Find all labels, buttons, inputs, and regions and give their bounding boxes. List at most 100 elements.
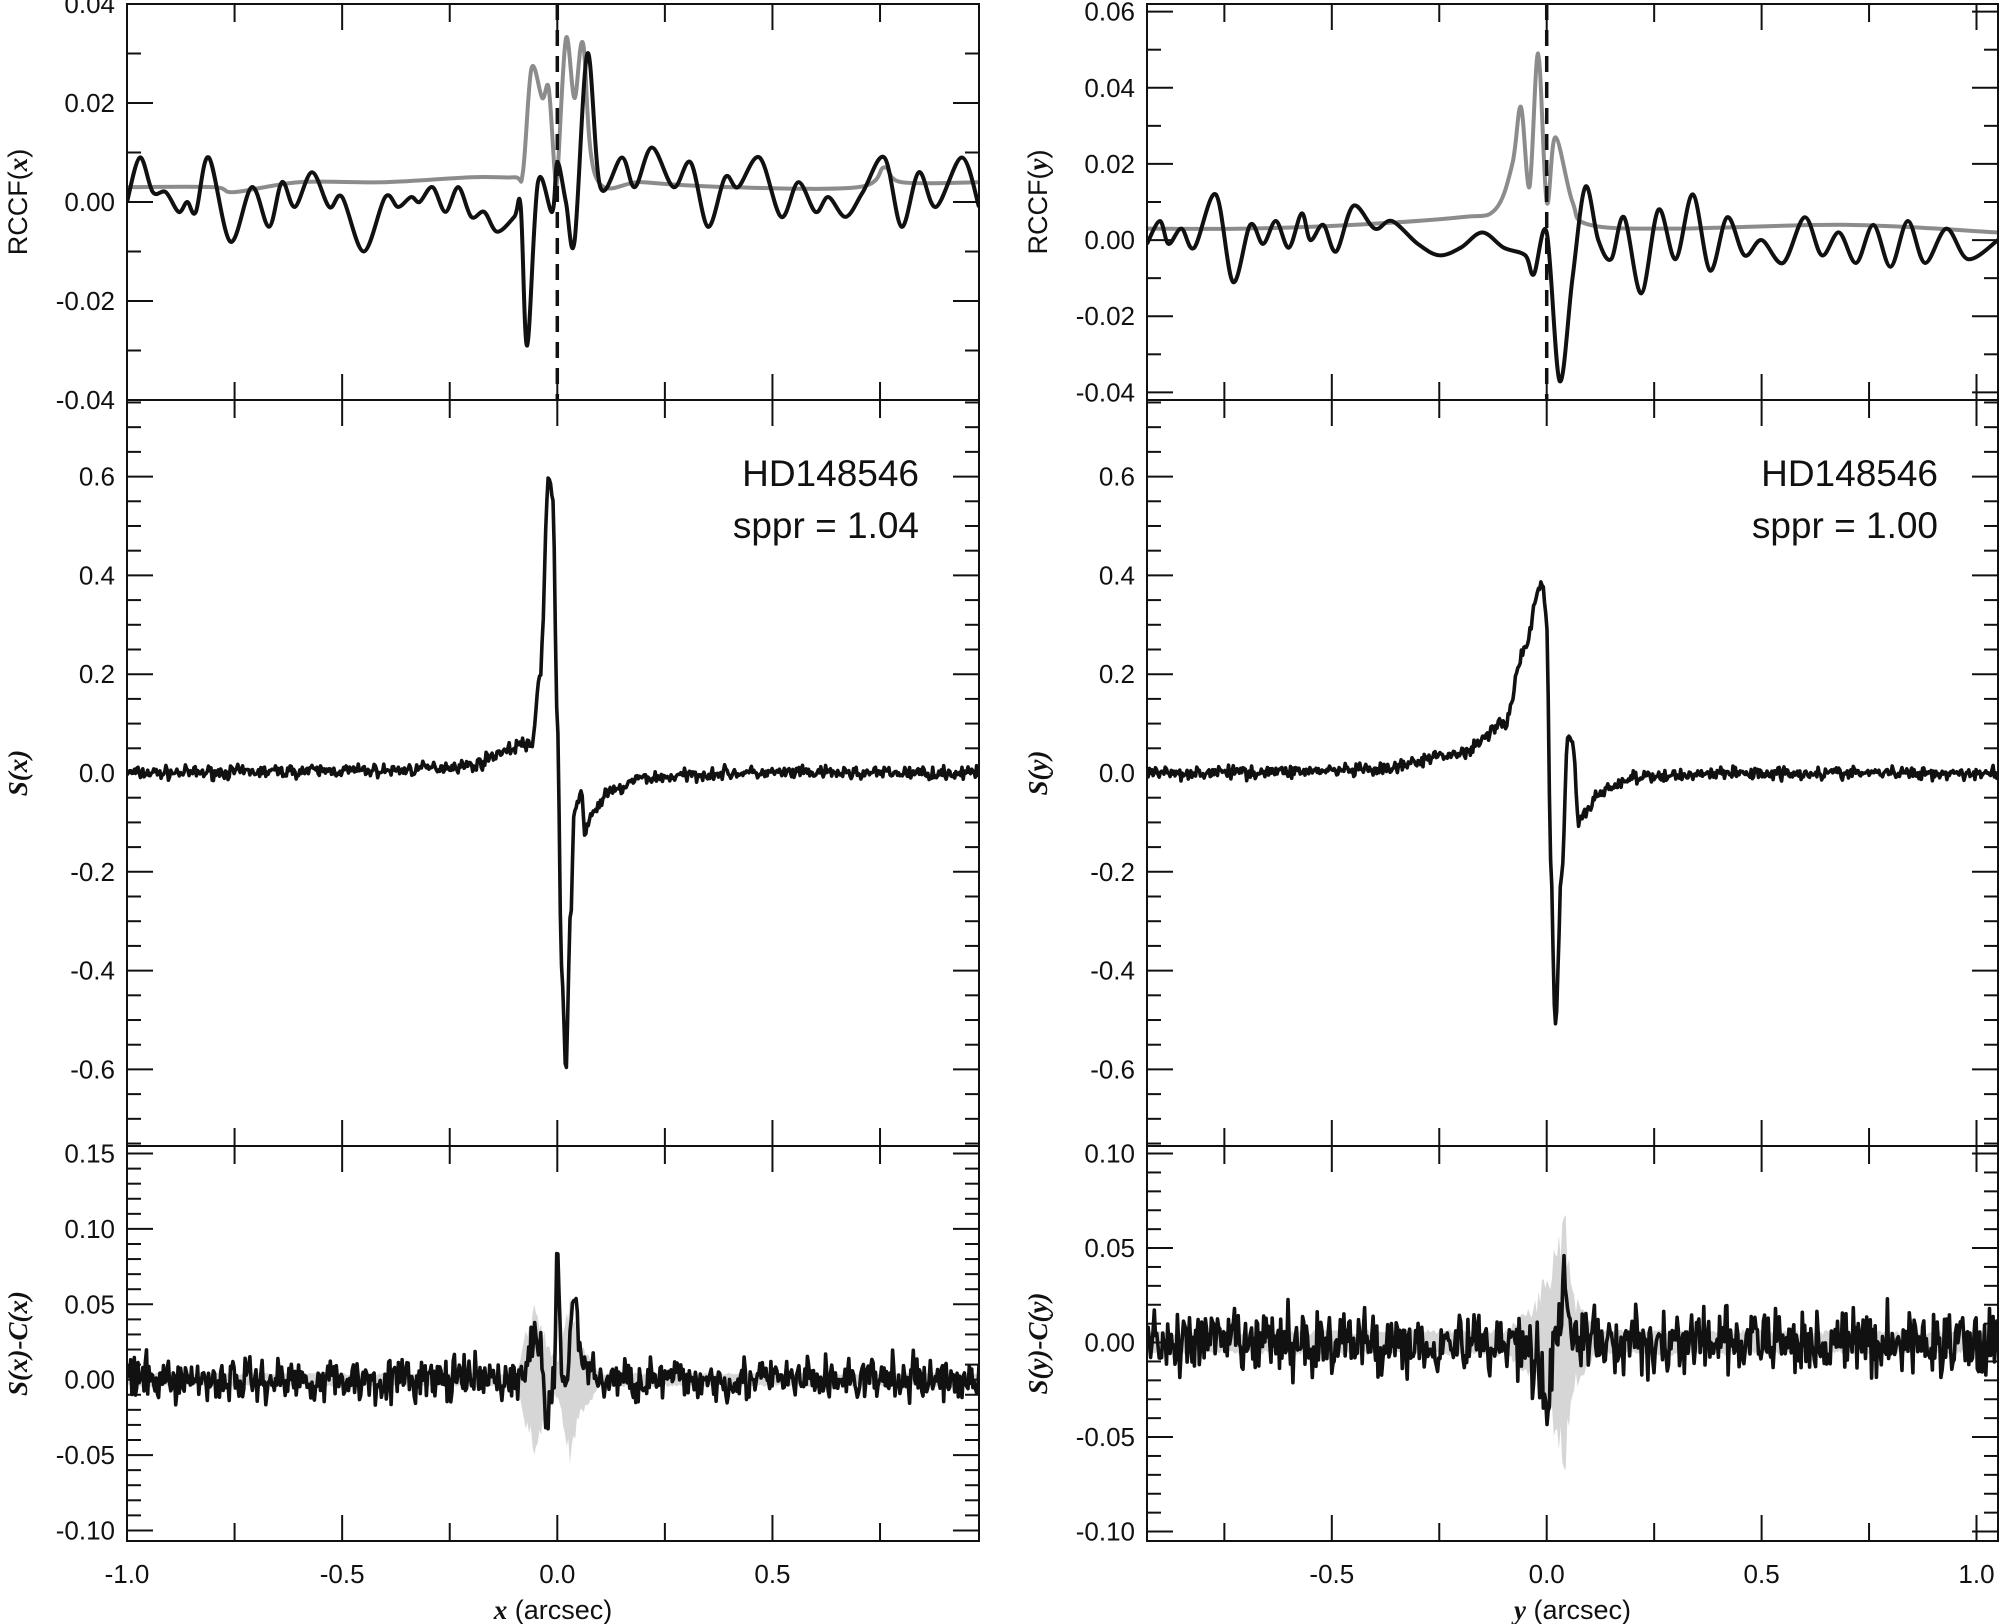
plot-area (1147, 1214, 1998, 1471)
y-axis-label-suffix: ) (3, 149, 33, 158)
y-axis-label-prefix: S( (1023, 1368, 1053, 1394)
y-tick-label: 0.4 (1099, 560, 1135, 590)
y-axis-label-prefix: S( (3, 770, 33, 796)
panel-rccf-x: 0.04 0.02 0.00 -0.02 -0.04 RCCF(x) (3, 0, 980, 415)
y-axis-label: S(x)-C(x) (3, 1291, 33, 1396)
panel-res-y: 0.10 0.05 0.00 -0.05 -0.10 -0.5 0.0 0.5 1.0 y (ar… (1023, 1139, 1999, 1624)
y-tick-label: 0.0 (79, 758, 115, 788)
y-axis-label-var: y (1023, 1357, 1053, 1373)
y-tick-label: 0.02 (1084, 149, 1135, 179)
y-axis-label-var: x (3, 759, 33, 774)
panel-s-x: 0.6 0.4 0.2 0.0 -0.2 -0.4 -0.6 S(x) HD148546 sppr… (3, 399, 980, 1147)
plot-area (127, 1251, 979, 1465)
panel-rccf-y: 0.06 0.04 0.02 0.00 -0.02 -0.04 RCCF(y) (1023, 0, 1999, 407)
star-name-annotation: HD148546 (742, 453, 919, 494)
x-tick-label: 1.0 (1958, 1559, 1994, 1589)
sppr-annotation: sppr = 1.04 (733, 505, 919, 546)
series-gray-line (127, 35, 979, 195)
y-tick-label: -0.6 (70, 1054, 115, 1084)
plot-area (127, 476, 979, 1070)
y-tick-label: 0.0 (1099, 758, 1135, 788)
y-tick-label: -0.04 (56, 385, 115, 415)
y-tick-label: -0.10 (1076, 1517, 1135, 1547)
y-axis-label-suffix: ) (3, 750, 33, 762)
y-axis-label-prefix: RCCF( (3, 171, 33, 255)
x-tick-label: -0.5 (320, 1559, 365, 1589)
y-axis-label-prefix: S( (1023, 769, 1053, 795)
y-axis-label-suffix: )-C(x) (3, 1291, 33, 1361)
x-tick-label: -0.5 (1309, 1559, 1354, 1589)
series-residual-line (1147, 1253, 1998, 1427)
y-axis-label-var: y (1023, 158, 1053, 174)
y-axis-label-suffix: )-C(y) (1023, 1293, 1053, 1362)
y-tick-label: -0.10 (56, 1515, 115, 1545)
x-tick-label: 0.0 (539, 1559, 575, 1589)
y-axis-label-suffix: ) (1023, 150, 1053, 159)
x-axis-var: y (1511, 1595, 1527, 1624)
y-tick-label: 0.00 (1084, 225, 1135, 255)
y-axis-label-prefix: RCCF( (1023, 170, 1053, 254)
series-residual-line (127, 1251, 979, 1431)
plot-area (127, 4, 979, 400)
y-axis-label-var: x (3, 158, 33, 173)
y-axis-label: RCCF(x) (3, 149, 33, 255)
x-axis-label: y (arcsec) (1511, 1595, 1631, 1624)
y-tick-label: 0.6 (1099, 462, 1135, 492)
y-tick-label: -0.6 (1090, 1054, 1135, 1084)
y-tick-label: 0.2 (79, 659, 115, 689)
y-tick-label: -0.2 (70, 857, 115, 887)
y-tick-label: -0.05 (56, 1440, 115, 1470)
series-S-line (127, 476, 979, 1070)
y-tick-label: 0.05 (1084, 1233, 1135, 1263)
y-tick-label: 0.10 (64, 1214, 115, 1244)
series-black-line (127, 51, 979, 348)
y-tick-label: -0.05 (1076, 1422, 1135, 1452)
y-tick-label: 0.06 (1084, 0, 1135, 27)
y-tick-label: -0.02 (56, 286, 115, 316)
y-tick-label: 0.00 (1084, 1328, 1135, 1358)
y-tick-label: -0.02 (1076, 301, 1135, 331)
star-name-annotation: HD148546 (1761, 453, 1938, 494)
y-tick-label: -0.2 (1090, 857, 1135, 887)
y-tick-label: 0.4 (79, 560, 115, 590)
plot-area (1147, 4, 1998, 400)
x-tick-label: 0.0 (1529, 1559, 1565, 1589)
y-axis-label-var: x (3, 1358, 33, 1373)
y-axis-label: S(y) (1023, 751, 1053, 796)
y-axis-label-var: y (1023, 758, 1053, 774)
x-axis-label: x (arcsec) (493, 1595, 613, 1624)
y-tick-label: -0.4 (1090, 956, 1135, 986)
plot-area (1147, 580, 1998, 1026)
y-tick-label: 0.15 (64, 1139, 115, 1169)
panel-s-y: 0.6 0.4 0.2 0.0 -0.2 -0.4 -0.6 S(y) HD148546 sppr… (1023, 399, 1999, 1147)
series-black-line (1147, 184, 1998, 384)
x-axis-unit: (arcsec) (507, 1595, 612, 1624)
panel-res-x: 0.15 0.10 0.05 0.00 -0.05 -0.10 -1.0 -0.5 0.0 0.5… (3, 1139, 980, 1624)
y-tick-label: -0.04 (1076, 377, 1135, 407)
y-tick-label: 0.00 (64, 1365, 115, 1395)
series-S-line (1147, 580, 1998, 1026)
y-axis-label-suffix: ) (1023, 751, 1053, 763)
y-tick-label: 0.6 (79, 462, 115, 492)
x-axis-var: x (493, 1595, 508, 1624)
y-tick-label: 0.04 (1084, 73, 1135, 103)
series-gray-line (1147, 51, 1998, 235)
y-tick-label: -0.4 (70, 956, 115, 986)
plot-frame (126, 1145, 980, 1542)
y-axis-label: S(y)-C(y) (1023, 1293, 1053, 1395)
y-axis-label: S(x) (3, 750, 33, 797)
y-tick-label: 0.00 (64, 187, 115, 217)
x-axis-unit: (arcsec) (1526, 1595, 1631, 1624)
y-axis-label-prefix: S( (3, 1370, 33, 1396)
y-tick-label: 0.2 (1099, 659, 1135, 689)
x-tick-label: 0.5 (1744, 1559, 1780, 1589)
y-axis-label: RCCF(y) (1023, 150, 1053, 255)
y-tick-label: 0.10 (1084, 1139, 1135, 1169)
x-tick-label: -1.0 (105, 1559, 150, 1589)
sppr-annotation: sppr = 1.00 (1752, 505, 1938, 546)
y-tick-label: 0.02 (64, 88, 115, 118)
y-tick-label: 0.04 (64, 0, 115, 19)
y-tick-label: 0.05 (64, 1289, 115, 1319)
x-tick-label: 0.5 (754, 1559, 790, 1589)
